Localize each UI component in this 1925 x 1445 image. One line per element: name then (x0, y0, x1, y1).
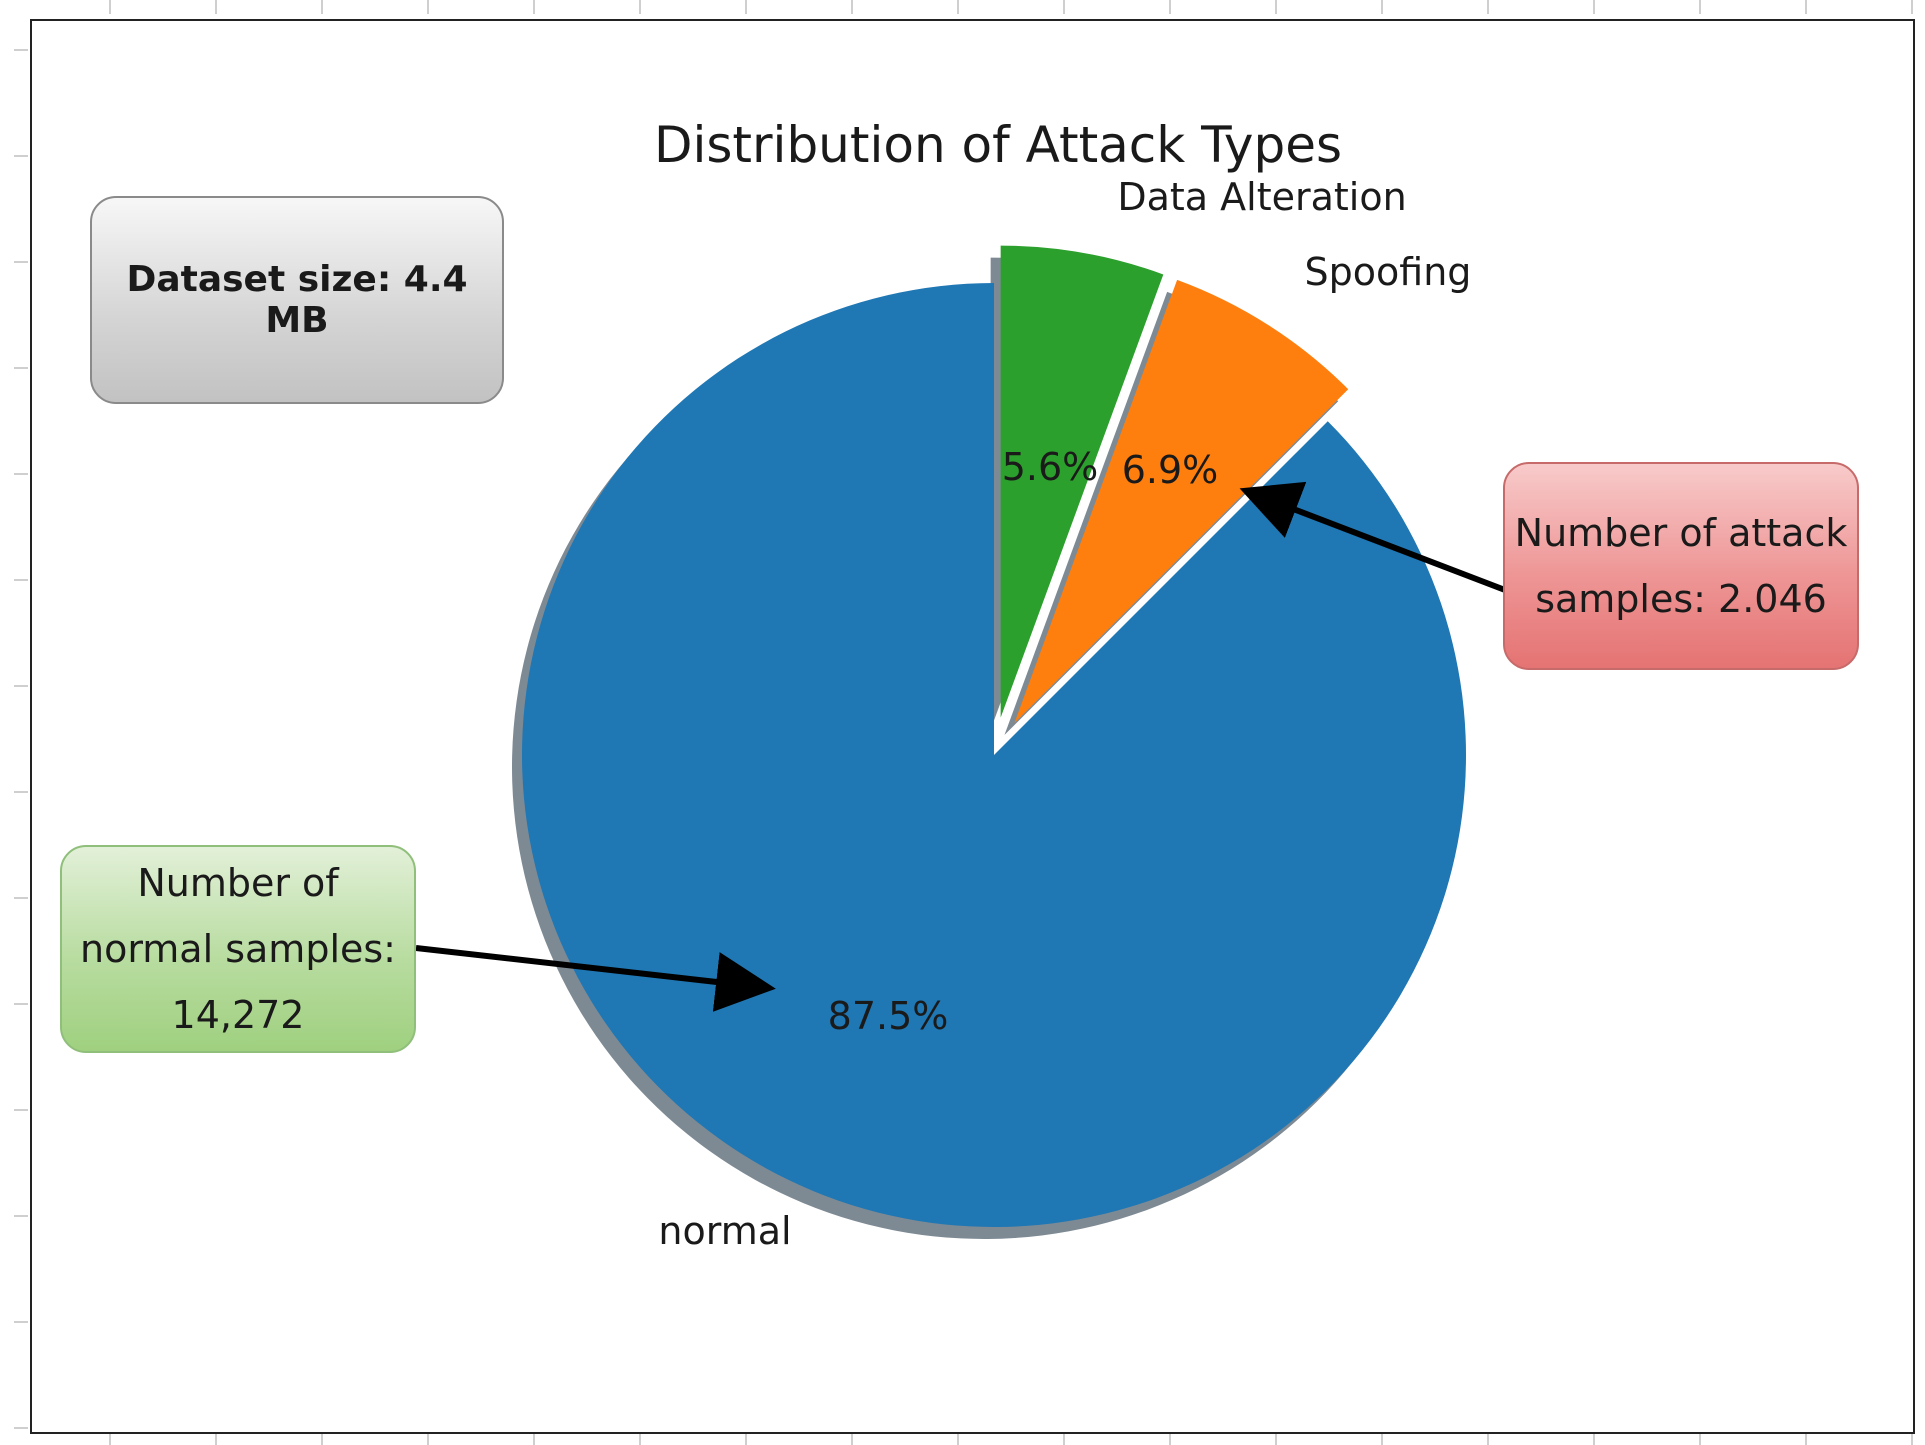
dataset-size-box: Dataset size: 4.4 MB (90, 196, 504, 404)
pie-slice-data-alteration (1000, 245, 1164, 718)
slice-percent-normal: 87.5% (828, 994, 949, 1038)
pie-slice-spoofing (1014, 279, 1349, 723)
slice-label-data-alteration: Data Alteration (1117, 175, 1406, 219)
normal-samples-line3: 14,272 (171, 993, 305, 1037)
attack-samples-line2: samples: 2.046 (1535, 577, 1827, 621)
slice-percent-spoofing: 6.9% (1122, 448, 1219, 492)
dataset-size-text: Dataset size: 4.4 MB (126, 259, 468, 341)
pie-slice-normal (521, 283, 1466, 1227)
slice-percent-data-alteration: 5.6% (1002, 445, 1099, 489)
chart-title: Distribution of Attack Types (654, 116, 1342, 174)
normal-arrow (415, 945, 776, 1012)
normal-samples-box: Number of normal samples: 14,272 (60, 845, 416, 1053)
pie-labels: Distribution of Attack Types normal Spoo… (654, 116, 1471, 1253)
attack-samples-line1: Number of attack (1514, 511, 1848, 555)
attack-arrow (1239, 481, 1507, 593)
pie-slices (521, 245, 1466, 1227)
slice-label-spoofing: Spoofing (1305, 250, 1472, 294)
attack-samples-box: Number of attack samples: 2.046 (1503, 462, 1859, 670)
callout-arrows (415, 481, 1507, 1012)
normal-samples-line1: Number of (137, 861, 339, 905)
slice-label-normal: normal (658, 1209, 791, 1253)
normal-samples-line2: normal samples: (80, 927, 396, 971)
